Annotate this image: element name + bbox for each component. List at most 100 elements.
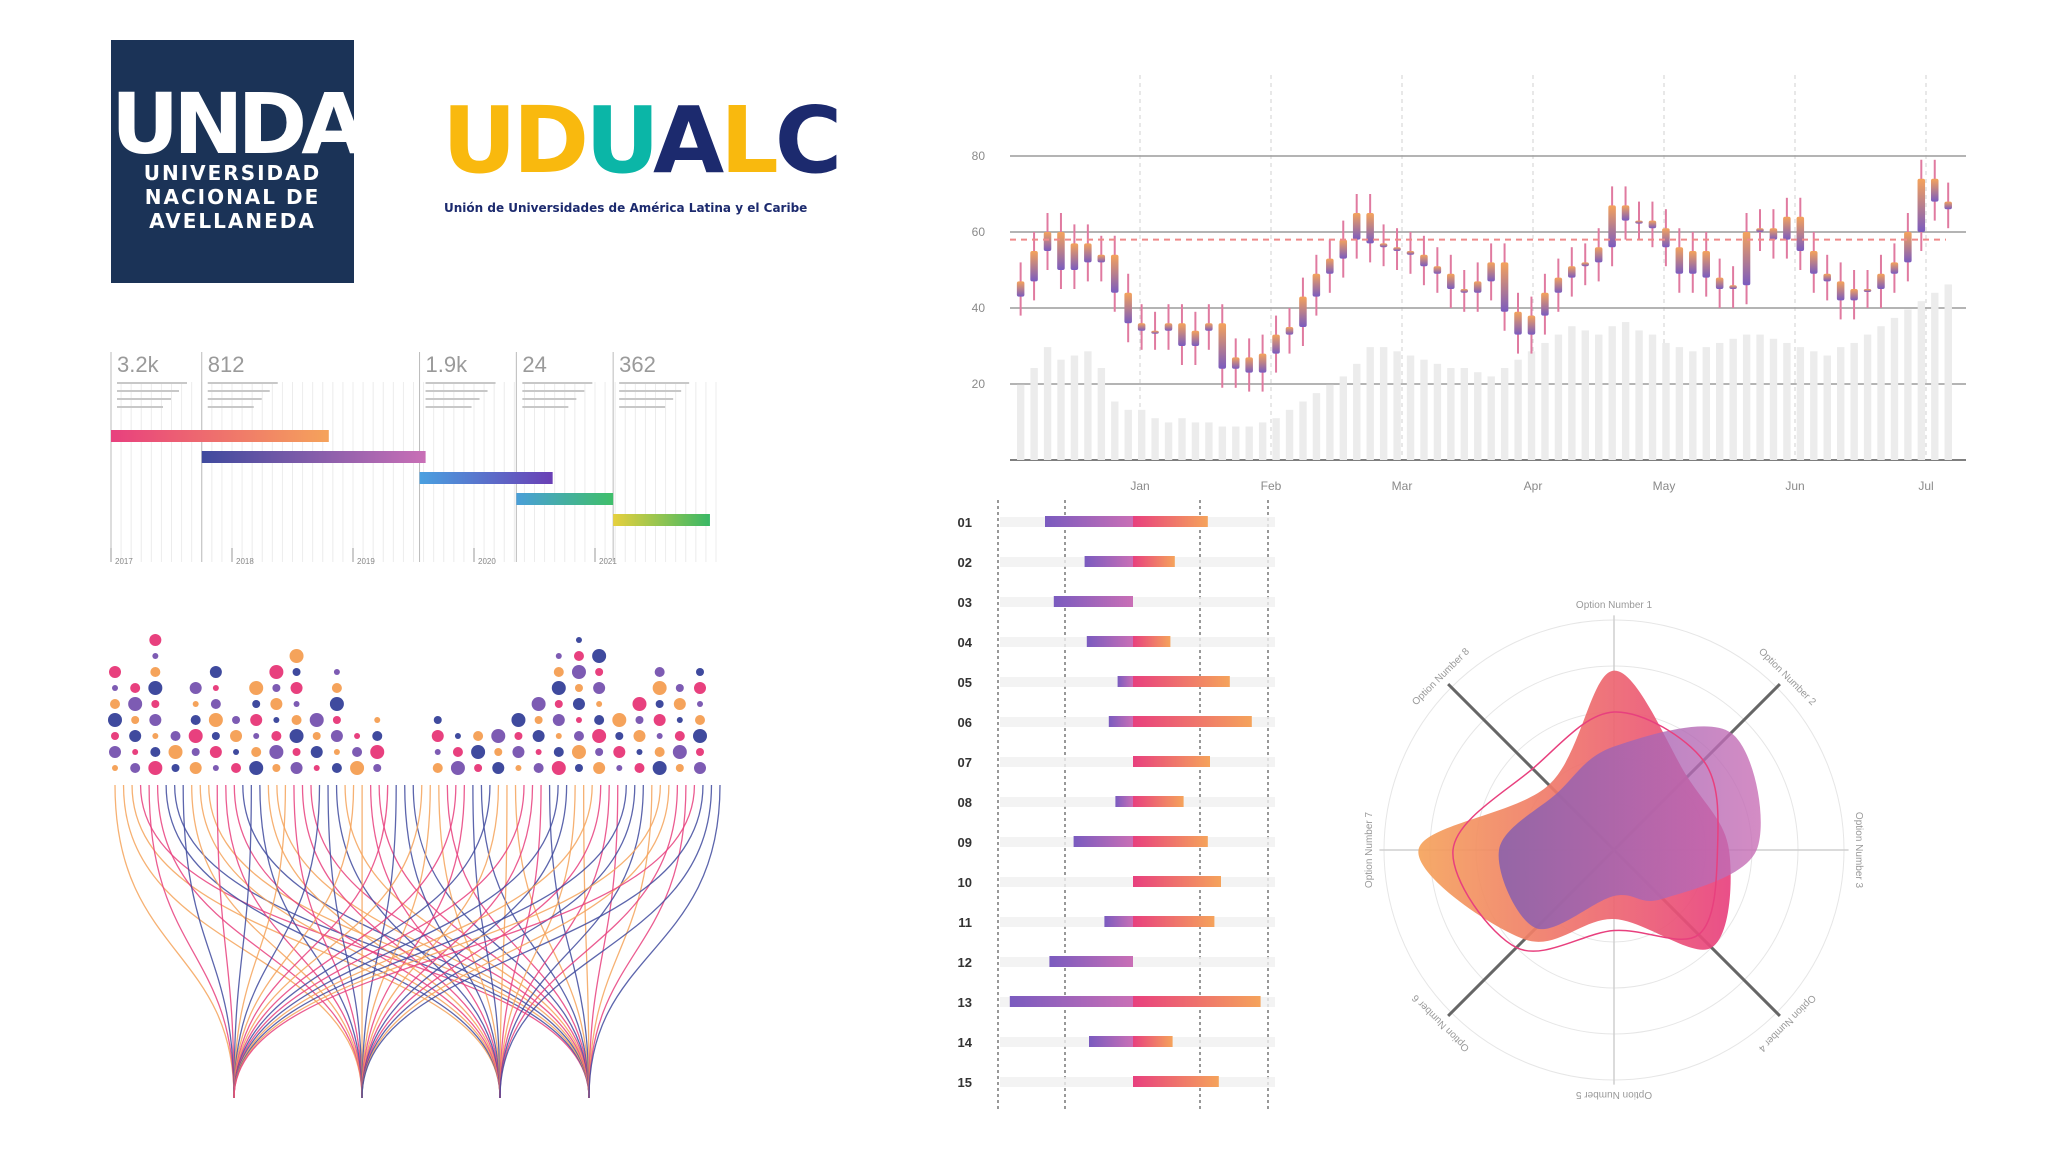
volume-bar (1151, 418, 1159, 460)
dot (232, 716, 241, 724)
dot (192, 701, 199, 707)
udualc-logo-letters: UDUALC (442, 87, 842, 194)
dot (212, 685, 219, 691)
flow-link (114, 784, 235, 1099)
dot (574, 764, 583, 772)
flow-link (361, 784, 636, 1099)
flow-link (216, 784, 235, 1099)
flow-link (588, 784, 619, 1099)
volume-bar (1810, 351, 1818, 460)
flow-link (472, 784, 501, 1099)
dot (593, 682, 606, 694)
flow-link (233, 784, 355, 1099)
flow-link (148, 784, 235, 1099)
dot (291, 715, 302, 725)
kpi-caption-line (522, 382, 593, 384)
kpi-caption-line (619, 398, 674, 400)
udualc-logo-subtitle: Unión de Universidades de América Latina… (444, 201, 808, 215)
candle-body (1756, 228, 1764, 232)
positive-bar (1133, 1036, 1173, 1047)
dot (211, 732, 220, 740)
candle-body (1124, 292, 1132, 324)
dot (595, 748, 604, 756)
dot (272, 684, 281, 692)
candle-body (1258, 353, 1267, 373)
dot (109, 666, 121, 678)
volume-bar (1043, 347, 1052, 460)
dot (249, 761, 264, 775)
dot (329, 697, 344, 711)
timeline-bar (613, 514, 710, 526)
kpi-caption-line (425, 406, 472, 408)
x-tick-label: Jun (1785, 479, 1804, 493)
volume-bar (1379, 347, 1388, 460)
candle-body (1715, 277, 1724, 289)
candle-body (1151, 330, 1159, 334)
category-label: 02 (958, 555, 972, 570)
candle-body (1904, 232, 1912, 263)
flow-link (301, 784, 501, 1099)
volume-bar (1285, 409, 1294, 460)
volume-bar (1017, 384, 1025, 460)
flow-link (548, 784, 590, 1099)
volume-bar (1299, 401, 1307, 460)
kpi-value: 362 (619, 352, 656, 377)
radar-outline (1452, 711, 1719, 952)
dot (432, 763, 443, 773)
radar-area (1498, 726, 1761, 930)
dot (148, 761, 163, 775)
timeline-bar (419, 472, 553, 484)
category-label: 04 (958, 635, 973, 650)
negative-bar (1108, 716, 1133, 727)
dot (573, 731, 584, 741)
flow-link (233, 784, 525, 1099)
dot (269, 665, 284, 679)
volume-bar (1595, 334, 1603, 460)
flow-link (583, 784, 590, 1099)
negative-bar (1089, 1036, 1133, 1047)
dot (573, 651, 584, 661)
dot (572, 698, 585, 710)
dot (652, 681, 667, 695)
dot (675, 684, 684, 692)
dot (554, 700, 563, 708)
volume-bar (1205, 422, 1213, 460)
volume-bar (1554, 334, 1563, 460)
flow-link (233, 784, 593, 1099)
dot (593, 762, 606, 774)
dot (272, 764, 281, 772)
flow-link (233, 784, 389, 1099)
flow-link (310, 784, 590, 1099)
kpi-value: 812 (208, 352, 245, 377)
x-tick-label: Apr (1524, 479, 1543, 493)
dot (290, 682, 303, 694)
volume-bar (1756, 334, 1764, 460)
dot (636, 749, 643, 755)
negative-bar (1104, 916, 1133, 927)
candle-body (1783, 216, 1791, 240)
dot (551, 681, 566, 695)
volume-bar (1433, 363, 1442, 460)
flow-link (369, 784, 501, 1099)
dot (596, 701, 603, 707)
negative-bar (1045, 516, 1133, 527)
dot (553, 667, 564, 677)
flow-link (208, 784, 590, 1099)
timeline-chart: 3.2k 812 1.9k 24 362 2017 2018 2019 2020 2021 (110, 352, 717, 566)
dot (652, 761, 667, 775)
dot (273, 717, 280, 723)
dot (571, 745, 586, 759)
dot (374, 717, 381, 723)
candle-body (1326, 258, 1334, 274)
dot (592, 649, 607, 663)
candle-body (1568, 266, 1576, 278)
dot (575, 717, 582, 723)
dot (613, 746, 626, 758)
y-tick-label: 80 (972, 149, 986, 163)
dot (252, 700, 261, 708)
dot (515, 765, 522, 771)
kpi-caption-line (207, 382, 278, 384)
candle-body (1796, 216, 1805, 251)
candle-body (1473, 281, 1482, 293)
flow-link (499, 784, 610, 1099)
